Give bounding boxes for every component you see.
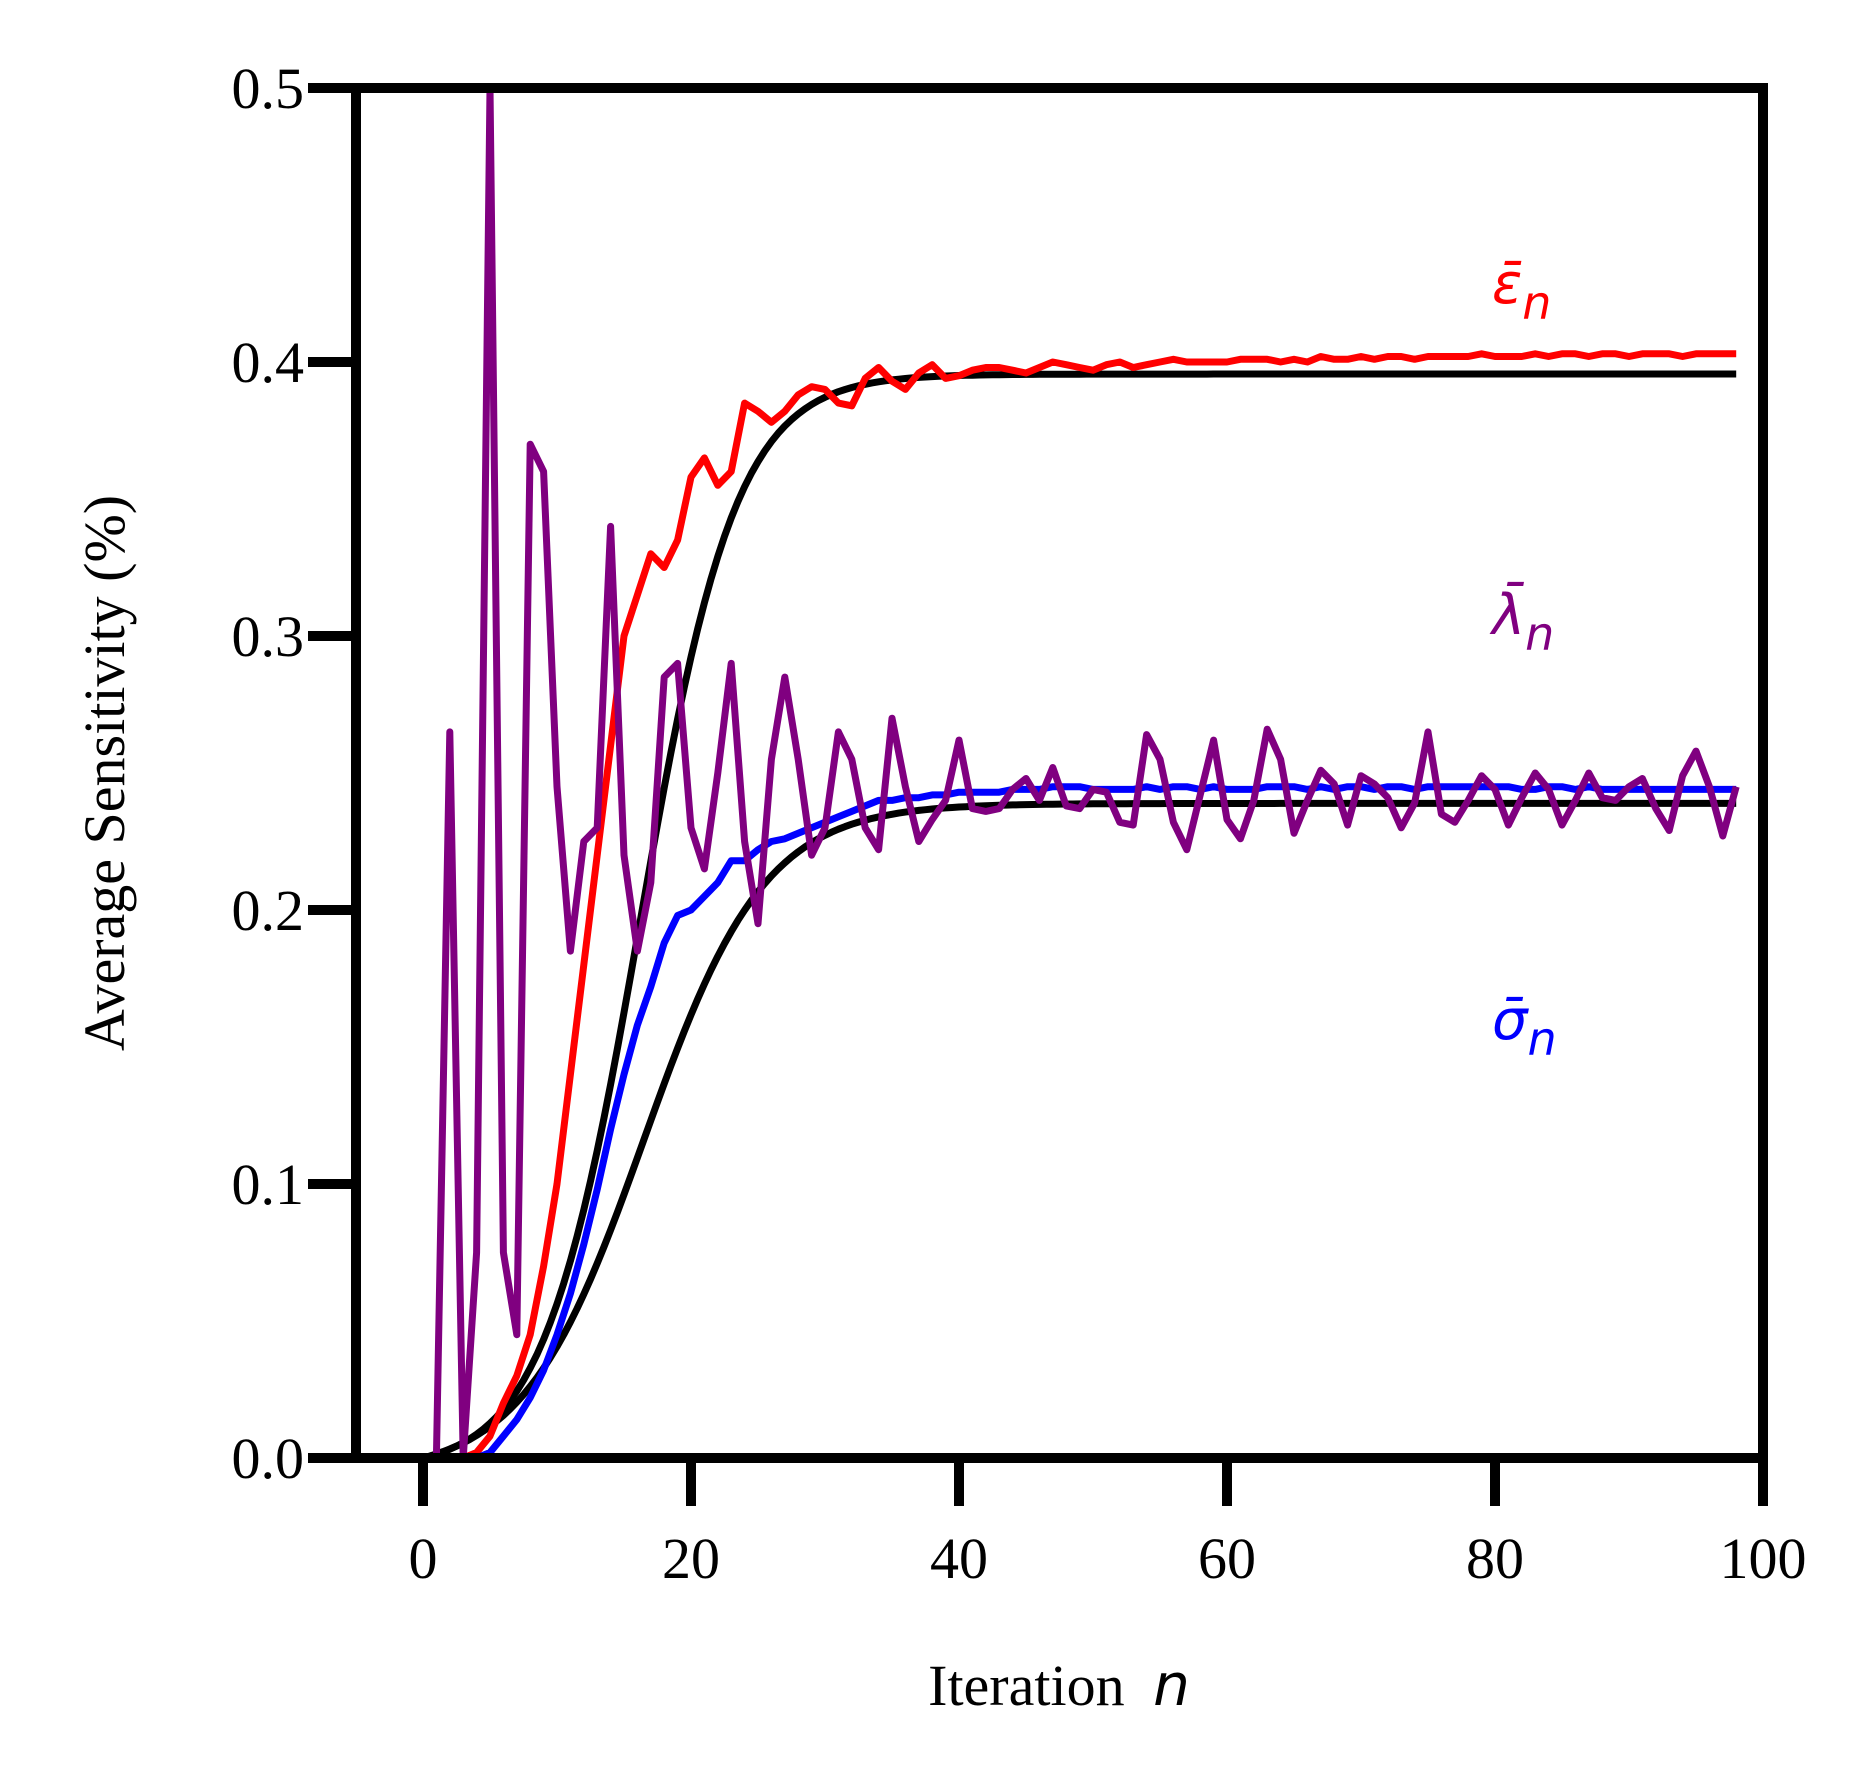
x-axis-title-text: Iteration [928, 1653, 1124, 1718]
x-tick-label-5: 100 [1720, 1526, 1807, 1591]
x-axis-title: Iteration n [928, 1651, 1190, 1719]
x-tick-label-1: 20 [662, 1526, 720, 1591]
plot-frame [351, 83, 1768, 1463]
series-label-epsilon-main: ε̄ [1492, 252, 1522, 317]
y-axis-title: Average Sensitivity (%) [72, 495, 137, 1051]
y-tick-label-3: 0.3 [232, 604, 305, 669]
x-tick-label-4: 80 [1466, 1526, 1524, 1591]
y-tick-label-1: 0.1 [232, 1152, 305, 1217]
series-label-lambda-sub: n [1525, 607, 1554, 661]
series-line-epsilon_bar_n [423, 350, 1737, 1462]
series-line-lambda_bar_n [423, 84, 1740, 1462]
x-tick-label-0: 0 [409, 1526, 438, 1591]
y-tick-label-2: 0.2 [232, 878, 305, 943]
series-label-lambda: λ̄n [1489, 583, 1554, 661]
data-series [423, 84, 1740, 1462]
series-labels: ε̄n λ̄n σ̄n [1489, 252, 1557, 1066]
series-line-sigma_bar_n [423, 783, 1737, 1462]
y-tick-label-4: 0.4 [232, 330, 305, 395]
series-label-epsilon-sub: n [1522, 276, 1551, 330]
x-tick-label-3: 60 [1198, 1526, 1256, 1591]
series-label-epsilon: ε̄n [1492, 252, 1551, 330]
x-axis-title-variable: n [1153, 1651, 1190, 1719]
x-axis-ticks: 0 20 40 60 80 100 [409, 1458, 1807, 1591]
series-label-sigma: σ̄n [1492, 988, 1557, 1066]
y-axis-ticks: 0.0 0.1 0.2 0.3 0.4 0.5 [232, 56, 356, 1491]
y-tick-label-5: 0.5 [232, 56, 305, 121]
y-tick-label-0: 0.0 [232, 1426, 305, 1491]
x-tick-label-2: 40 [930, 1526, 988, 1591]
series-label-lambda-main: λ̄ [1489, 583, 1525, 648]
series-label-sigma-main: σ̄ [1492, 988, 1529, 1053]
series-label-sigma-sub: n [1528, 1012, 1557, 1066]
